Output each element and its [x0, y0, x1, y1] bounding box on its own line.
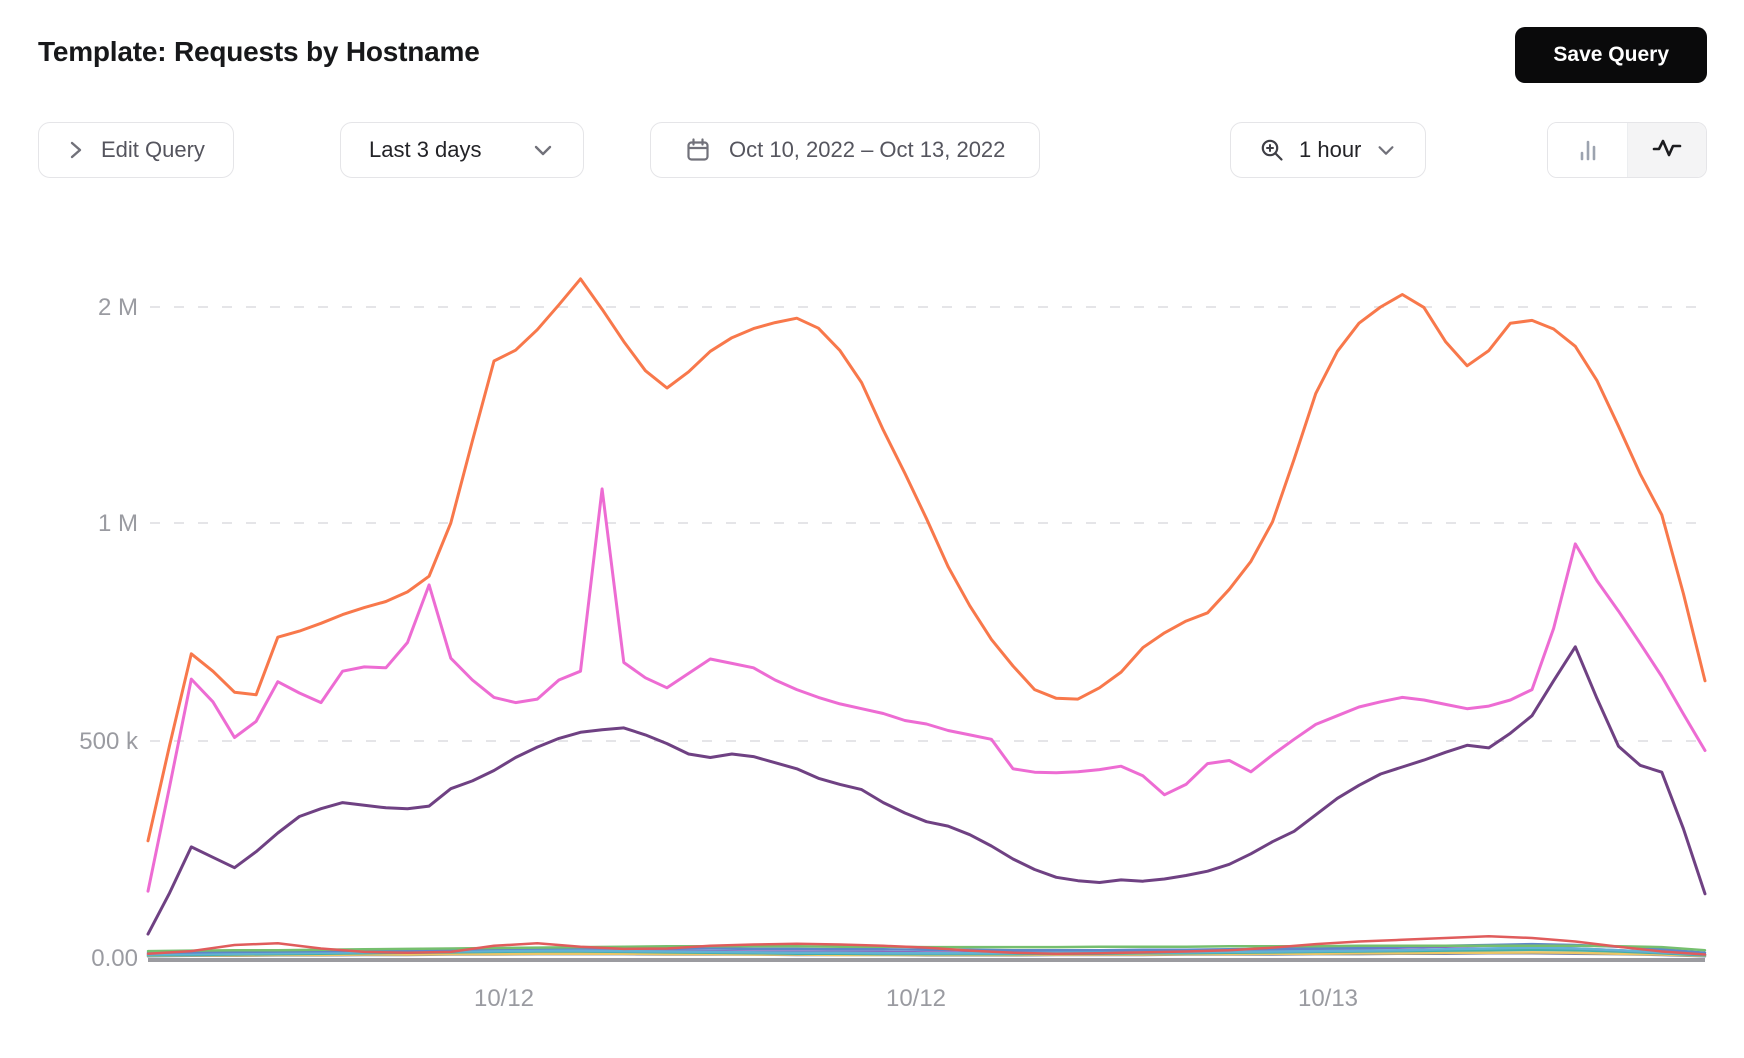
y-gridlines: 0.00 500 k 1 M 2 M [79, 294, 1705, 972]
series-hostname-orange [146, 277, 1707, 843]
bar-chart-toggle[interactable] [1548, 123, 1627, 177]
date-range-value: Oct 10, 2022 – Oct 13, 2022 [729, 137, 1006, 162]
y-tick-label: 2 M [98, 294, 138, 321]
date-range-picker[interactable]: Oct 10, 2022 – Oct 13, 2022 [650, 122, 1041, 178]
y-tick-label: 500 k [79, 728, 139, 755]
series-hostname-red [146, 935, 1707, 956]
edit-query-button[interactable]: Edit Query [38, 122, 234, 178]
chevron-down-icon [531, 138, 555, 162]
x-tick-label: 10/12 [886, 985, 946, 1012]
time-range-select[interactable]: Last 3 days [340, 122, 584, 178]
x-tick-labels: 10/12 10/12 10/13 [474, 985, 1358, 1012]
x-tick-label: 10/13 [1298, 985, 1358, 1012]
bar-chart-icon [1573, 134, 1603, 167]
zoom-in-icon [1259, 137, 1285, 163]
interval-select[interactable]: 1 hour [1230, 122, 1427, 178]
series-hostname-pink [146, 487, 1707, 893]
series-lines [146, 277, 1707, 958]
interval-value: 1 hour [1299, 137, 1362, 162]
line-chart-toggle[interactable] [1627, 123, 1706, 177]
save-query-button[interactable]: Save Query [1515, 27, 1707, 83]
edit-query-label: Edit Query [101, 137, 205, 162]
y-tick-label: 0.00 [91, 945, 138, 972]
chevron-right-icon [67, 138, 85, 162]
save-query-label: Save Query [1553, 43, 1669, 66]
activity-icon [1650, 134, 1684, 167]
x-tick-label: 10/12 [474, 985, 534, 1012]
chevron-down-icon [1375, 139, 1397, 161]
series-hostname-purple [146, 645, 1707, 936]
calendar-icon [685, 137, 711, 163]
y-tick-label: 1 M [98, 510, 138, 537]
chart-type-toggle [1547, 122, 1707, 178]
page-title: Template: Requests by Hostname [38, 36, 480, 67]
time-range-value: Last 3 days [369, 137, 482, 162]
